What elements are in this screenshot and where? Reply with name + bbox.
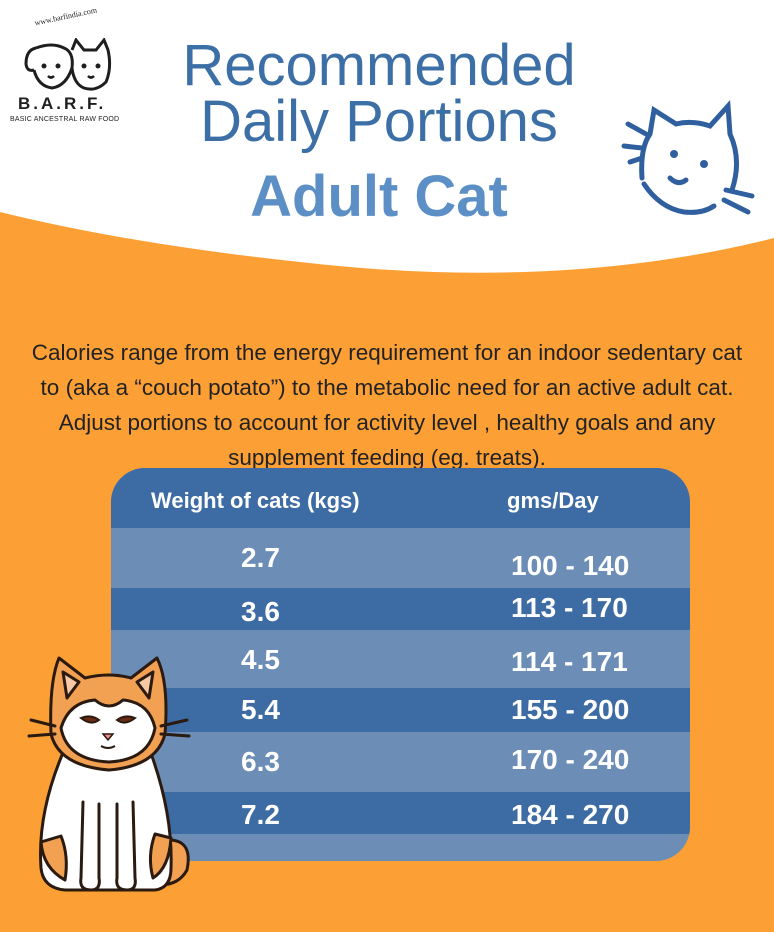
portions-table: Weight of cats (kgs) gms/Day 2.7 100 - 1… bbox=[111, 468, 690, 861]
logo-tagline: BASIC ANCESTRAL RAW FOOD bbox=[10, 116, 120, 123]
cat-face-doodle-icon bbox=[621, 99, 755, 215]
grams-cell: 184 - 270 bbox=[511, 799, 630, 830]
weight-cell: 2.7 bbox=[241, 542, 280, 573]
column-header-weight: Weight of cats (kgs) bbox=[151, 488, 360, 513]
grams-cell: 155 - 200 bbox=[511, 694, 630, 725]
dog-cat-logo-icon bbox=[24, 38, 112, 91]
table-row: 4.5 114 - 171 bbox=[111, 630, 690, 688]
intro-paragraph: Calories range from the energy requireme… bbox=[31, 339, 743, 470]
grams-cell: 113 - 170 bbox=[511, 592, 628, 623]
header-white-wave bbox=[0, 0, 774, 273]
grams-cell: 170 - 240 bbox=[511, 744, 630, 775]
column-header-grams: gms/Day bbox=[507, 488, 599, 513]
table-row: 6.3 170 - 240 bbox=[111, 732, 690, 792]
weight-cell: 3.6 bbox=[241, 596, 280, 627]
weight-cell: 5.4 bbox=[241, 694, 280, 725]
table-row: 7.2 184 - 270 bbox=[111, 792, 690, 834]
page-subtitle: Adult Cat bbox=[250, 164, 508, 229]
logo-brand: B.A.R.F. bbox=[18, 94, 107, 113]
table-row: 3.6 113 - 170 bbox=[111, 588, 690, 630]
weight-cell: 6.3 bbox=[241, 746, 280, 777]
weight-cell: 7.2 bbox=[241, 799, 280, 830]
page-title-line1: Recommended bbox=[182, 33, 576, 98]
table-header: Weight of cats (kgs) gms/Day bbox=[111, 468, 690, 528]
table-row: 2.7 100 - 140 bbox=[111, 528, 690, 588]
weight-cell: 4.5 bbox=[241, 644, 280, 675]
barf-logo: www.barfindia.com B.A.R.F. BASIC ANCESTR… bbox=[10, 6, 130, 123]
grams-cell: 100 - 140 bbox=[511, 550, 630, 581]
table-row: 5.4 155 - 200 bbox=[111, 688, 690, 732]
sitting-cat-illustration bbox=[27, 656, 191, 892]
header-panel: www.barfindia.com B.A.R.F. BASIC ANCESTR… bbox=[0, 0, 774, 280]
page-title-line2: Daily Portions bbox=[200, 89, 558, 154]
grams-cell: 114 - 171 bbox=[511, 646, 628, 677]
